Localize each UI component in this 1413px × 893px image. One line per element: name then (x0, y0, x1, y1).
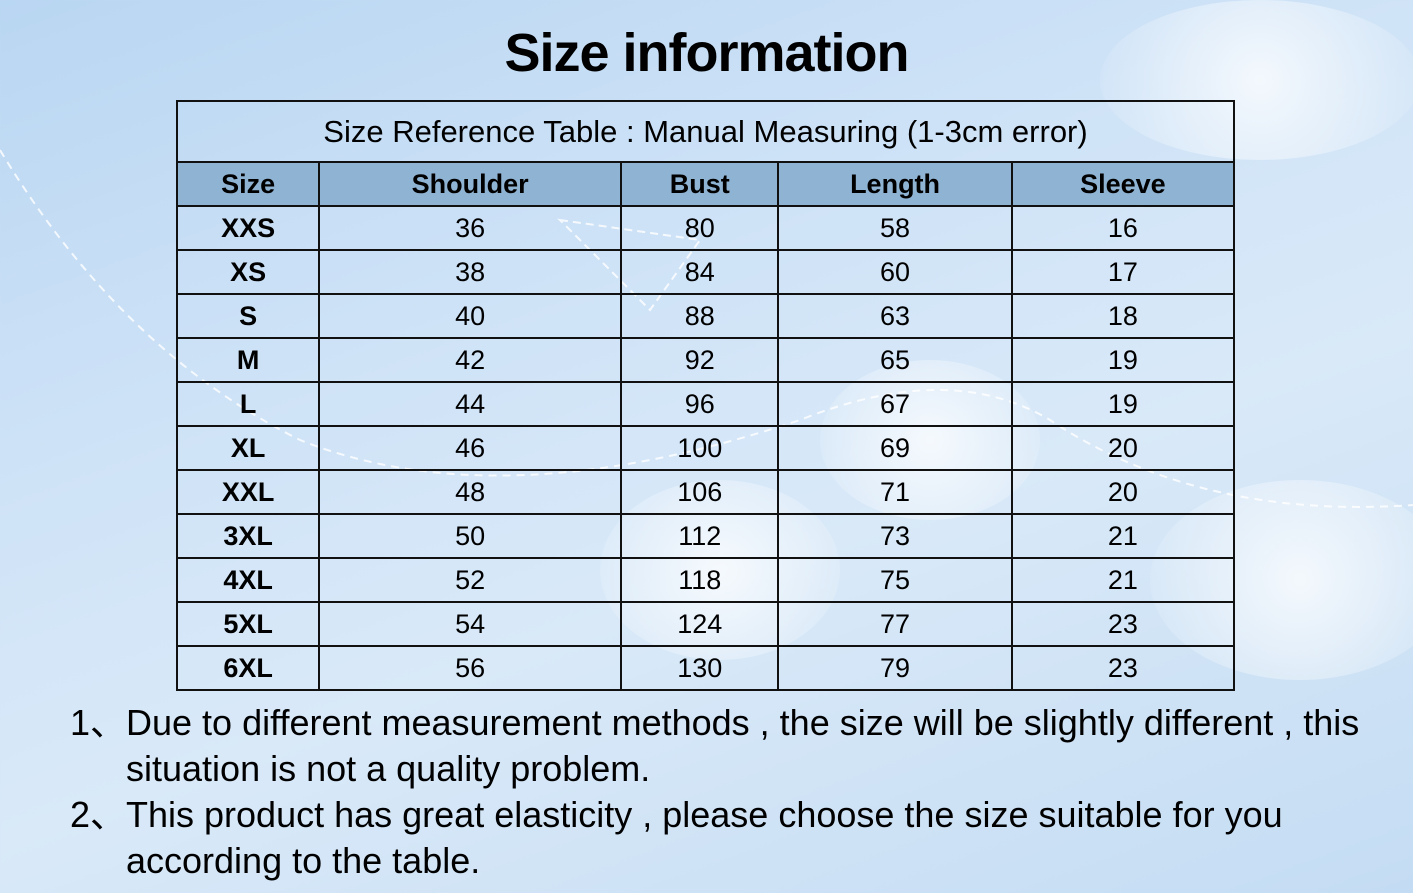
table-cell: 21 (1010, 557, 1236, 603)
table-cell: 50 (318, 513, 623, 559)
table-cell: 73 (777, 513, 1013, 559)
table-cell: 63 (777, 293, 1013, 339)
table-cell: 71 (777, 469, 1013, 515)
note-number: 2、 (70, 794, 127, 835)
table-cell: 88 (620, 293, 780, 339)
table-cell: 56 (318, 645, 623, 691)
table-cell: 19 (1010, 337, 1236, 383)
note-text: This product has great elasticity , plea… (126, 794, 1283, 881)
table-cell: 92 (620, 337, 780, 383)
table-cell: XL (175, 425, 321, 471)
table-cell: 3XL (175, 513, 321, 559)
table-cell: XXL (175, 469, 321, 515)
table-cell: 21 (1010, 513, 1236, 559)
table-cell: XXS (175, 205, 321, 251)
table-cell: 130 (620, 645, 780, 691)
table-cell: 75 (777, 557, 1013, 603)
table-cell: 80 (620, 205, 780, 251)
table-cell: 54 (318, 601, 623, 647)
table-cell: 118 (620, 557, 780, 603)
note-item: 1、 Due to different measurement methods … (70, 700, 1390, 792)
table-cell: 124 (620, 601, 780, 647)
page-title: Size information (504, 23, 909, 83)
table-row: S 40 88 63 18 (175, 293, 1236, 339)
table-cell: 4XL (175, 557, 321, 603)
column-header: Size (175, 161, 321, 207)
table-row: M 42 92 65 19 (175, 337, 1236, 383)
table-cell: 18 (1010, 293, 1236, 339)
table-row: XS 38 84 60 17 (175, 249, 1236, 295)
table-cell: 36 (318, 205, 623, 251)
column-header: Length (777, 161, 1013, 207)
table-row: 5XL 54 124 77 23 (175, 601, 1236, 647)
note-number: 1、 (70, 702, 127, 743)
table-row: XXS 36 80 58 16 (175, 205, 1236, 251)
table-cell: 16 (1010, 205, 1236, 251)
table-cell: 17 (1010, 249, 1236, 295)
table-cell: S (175, 293, 321, 339)
table-cell: 67 (777, 381, 1013, 427)
note-text: Due to different measurement methods , t… (126, 702, 1360, 789)
column-header: Bust (620, 161, 780, 207)
table-cell: 60 (777, 249, 1013, 295)
table-caption: Size Reference Table : Manual Measuring … (176, 100, 1235, 163)
column-header: Shoulder (318, 161, 623, 207)
table-cell: 5XL (175, 601, 321, 647)
table-cell: XS (175, 249, 321, 295)
table-cell: 40 (318, 293, 623, 339)
table-cell: 69 (777, 425, 1013, 471)
table-cell: 44 (318, 381, 623, 427)
table-cell: L (175, 381, 321, 427)
table-cell: 38 (318, 249, 623, 295)
table-cell: 48 (318, 469, 623, 515)
table-cell: 46 (318, 425, 623, 471)
table-cell: M (175, 337, 321, 383)
table-row: 3XL 50 112 73 21 (175, 513, 1236, 559)
table-cell: 65 (777, 337, 1013, 383)
table-cell: 58 (777, 205, 1013, 251)
table-row: 4XL 52 118 75 21 (175, 557, 1236, 603)
table-cell: 23 (1010, 601, 1236, 647)
table-cell: 42 (318, 337, 623, 383)
table-row: 6XL 56 130 79 23 (175, 645, 1236, 691)
table-row: L 44 96 67 19 (175, 381, 1236, 427)
table-cell: 100 (620, 425, 780, 471)
table-cell: 23 (1010, 645, 1236, 691)
size-table: Size Reference Table : Manual Measuring … (175, 100, 1236, 691)
table-row: XXL 48 106 71 20 (175, 469, 1236, 515)
table-cell: 52 (318, 557, 623, 603)
table-row: XL 46 100 69 20 (175, 425, 1236, 471)
table-cell: 84 (620, 249, 780, 295)
table-cell: 19 (1010, 381, 1236, 427)
table-cell: 96 (620, 381, 780, 427)
table-cell: 79 (777, 645, 1013, 691)
notes: 1、 Due to different measurement methods … (70, 700, 1390, 884)
column-header: Sleeve (1010, 161, 1236, 207)
table-cell: 112 (620, 513, 780, 559)
table-cell: 106 (620, 469, 780, 515)
table-cell: 77 (777, 601, 1013, 647)
table-cell: 20 (1010, 469, 1236, 515)
note-item: 2、 This product has great elasticity , p… (70, 792, 1390, 884)
table-cell: 20 (1010, 425, 1236, 471)
table-cell: 6XL (175, 645, 321, 691)
